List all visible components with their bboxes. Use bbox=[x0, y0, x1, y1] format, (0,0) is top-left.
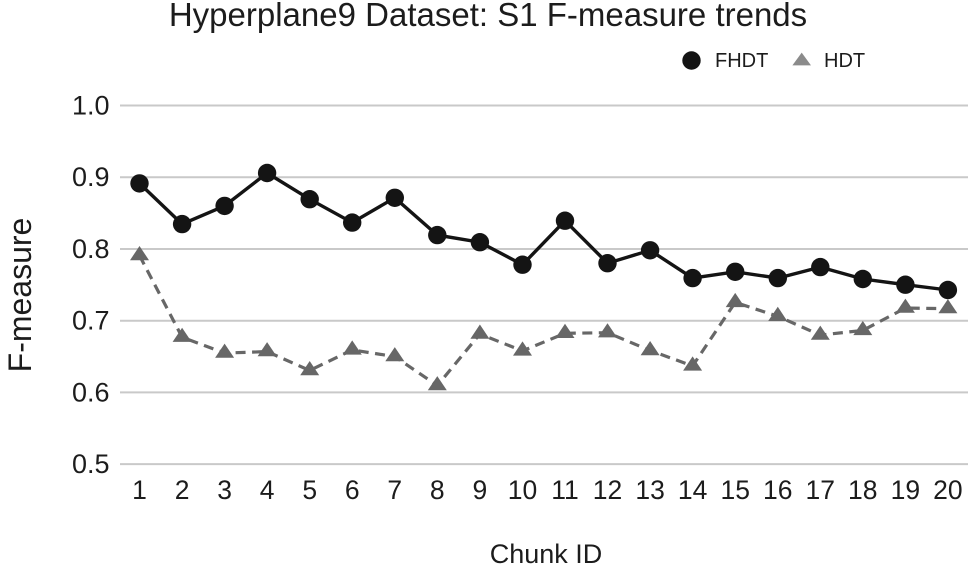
svg-text:16: 16 bbox=[763, 475, 792, 505]
svg-text:0.6: 0.6 bbox=[72, 377, 110, 407]
svg-text:18: 18 bbox=[848, 475, 877, 505]
svg-text:0.8: 0.8 bbox=[72, 234, 110, 264]
svg-text:0.9: 0.9 bbox=[72, 162, 110, 192]
svg-text:12: 12 bbox=[593, 475, 622, 505]
svg-text:4: 4 bbox=[260, 475, 275, 505]
svg-text:HDT: HDT bbox=[824, 50, 865, 72]
svg-text:3: 3 bbox=[217, 475, 232, 505]
svg-text:15: 15 bbox=[720, 475, 749, 505]
svg-text:Hyperplane9 Dataset: S1 F-meas: Hyperplane9 Dataset: S1 F-measure trends bbox=[169, 0, 807, 33]
svg-text:13: 13 bbox=[635, 475, 664, 505]
svg-text:1.0: 1.0 bbox=[72, 91, 110, 121]
svg-text:8: 8 bbox=[430, 475, 445, 505]
svg-text:1: 1 bbox=[132, 475, 147, 505]
svg-text:6: 6 bbox=[345, 475, 360, 505]
svg-text:FHDT: FHDT bbox=[715, 50, 768, 72]
svg-text:11: 11 bbox=[551, 475, 579, 505]
svg-text:0.5: 0.5 bbox=[72, 449, 110, 479]
svg-text:7: 7 bbox=[387, 475, 402, 505]
svg-text:0.7: 0.7 bbox=[72, 306, 110, 336]
svg-text:17: 17 bbox=[806, 475, 835, 505]
svg-text:20: 20 bbox=[933, 475, 962, 505]
svg-text:14: 14 bbox=[678, 475, 707, 505]
svg-text:Chunk ID: Chunk ID bbox=[490, 539, 603, 565]
svg-text:9: 9 bbox=[473, 475, 488, 505]
svg-text:2: 2 bbox=[175, 475, 190, 505]
svg-text:19: 19 bbox=[891, 475, 920, 505]
svg-text:10: 10 bbox=[508, 475, 537, 505]
svg-text:5: 5 bbox=[302, 475, 317, 505]
svg-text:F-measure: F-measure bbox=[2, 218, 38, 373]
